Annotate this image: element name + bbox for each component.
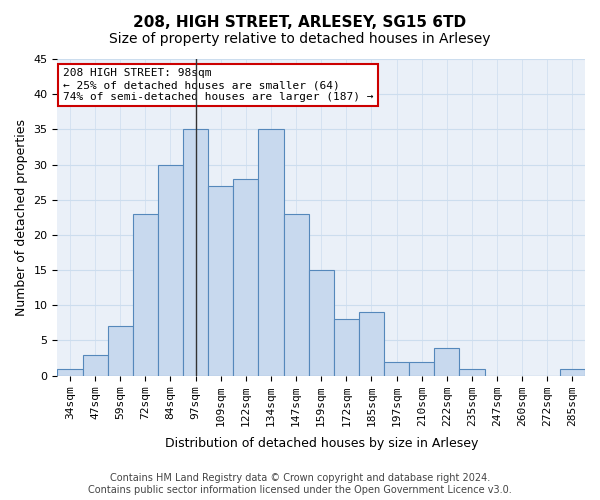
Bar — [259, 130, 284, 376]
Bar — [409, 362, 434, 376]
Bar — [560, 368, 585, 376]
Bar — [384, 362, 409, 376]
Text: 208, HIGH STREET, ARLESEY, SG15 6TD: 208, HIGH STREET, ARLESEY, SG15 6TD — [133, 15, 467, 30]
Bar — [284, 214, 308, 376]
Bar — [434, 348, 460, 376]
Bar — [460, 368, 485, 376]
Bar — [183, 130, 208, 376]
Bar — [334, 320, 359, 376]
Bar — [58, 368, 83, 376]
Bar — [83, 354, 107, 376]
Bar — [158, 164, 183, 376]
X-axis label: Distribution of detached houses by size in Arlesey: Distribution of detached houses by size … — [164, 437, 478, 450]
Bar — [107, 326, 133, 376]
Bar — [133, 214, 158, 376]
Bar — [359, 312, 384, 376]
Text: 208 HIGH STREET: 98sqm
← 25% of detached houses are smaller (64)
74% of semi-det: 208 HIGH STREET: 98sqm ← 25% of detached… — [62, 68, 373, 102]
Y-axis label: Number of detached properties: Number of detached properties — [15, 119, 28, 316]
Bar — [233, 178, 259, 376]
Text: Contains HM Land Registry data © Crown copyright and database right 2024.
Contai: Contains HM Land Registry data © Crown c… — [88, 474, 512, 495]
Bar — [308, 270, 334, 376]
Bar — [208, 186, 233, 376]
Text: Size of property relative to detached houses in Arlesey: Size of property relative to detached ho… — [109, 32, 491, 46]
